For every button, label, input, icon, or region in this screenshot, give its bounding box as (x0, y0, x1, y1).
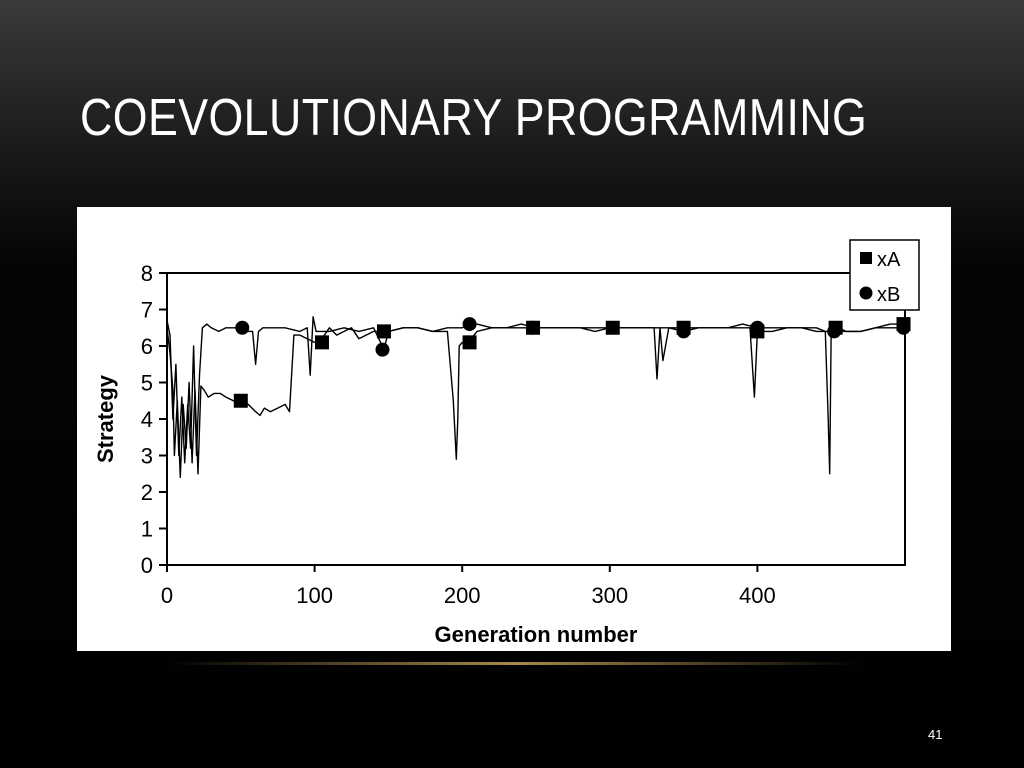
y-tick-label: 3 (141, 444, 153, 469)
data-point-xb (827, 324, 842, 339)
strategy-chart: 0 1 2 3 4 5 6 7 8 0 100 200 300 400 Generation number… (93, 239, 920, 647)
legend: xA xB (849, 239, 920, 311)
y-tick-label: 7 (141, 298, 153, 323)
data-point-xa (376, 324, 391, 339)
slide-title: COEVOLUTIONARY PROGRAMMING (80, 89, 868, 147)
data-point-xb (750, 320, 765, 335)
y-tick-label: 5 (141, 371, 153, 396)
page-number: 41 (928, 727, 943, 742)
data-point-xb (526, 320, 541, 335)
data-point-xa (314, 335, 329, 350)
data-point-xb (896, 320, 911, 335)
divider (170, 662, 860, 665)
chart-figure: 0 1 2 3 4 5 6 7 8 0 100 200 300 400 Generation number… (77, 207, 951, 651)
legend-box (849, 239, 920, 311)
data-point-xb (375, 342, 390, 357)
y-tick-label: 0 (141, 553, 153, 578)
data-point-xa (605, 320, 620, 335)
plot-frame (166, 272, 906, 566)
x-tick-label: 0 (161, 583, 173, 608)
legend-circle-marker-icon (859, 286, 873, 300)
x-tick-label: 400 (739, 583, 776, 608)
y-tick-label: 6 (141, 334, 153, 359)
legend-label-xb: xB (877, 284, 900, 306)
series-line-xb (166, 316, 905, 464)
x-tick-label: 300 (591, 583, 628, 608)
y-tick-label: 8 (141, 261, 153, 286)
x-tick-label: 200 (444, 583, 481, 608)
y-tick-label: 2 (141, 480, 153, 505)
data-point-xb (235, 320, 250, 335)
y-tick-label: 4 (141, 407, 153, 432)
data-point-xa (233, 393, 248, 408)
x-axis-title: Generation number (435, 622, 638, 647)
data-point-xb (676, 324, 691, 339)
legend-label-xa: xA (877, 249, 901, 271)
y-axis-title: Strategy (93, 374, 118, 463)
x-tick-label: 100 (296, 583, 333, 608)
data-point-xb (462, 317, 477, 332)
data-point-xa (462, 335, 477, 350)
legend-square-marker-icon (860, 252, 872, 264)
series-line-xa (166, 323, 905, 479)
y-tick-label: 1 (141, 517, 153, 542)
